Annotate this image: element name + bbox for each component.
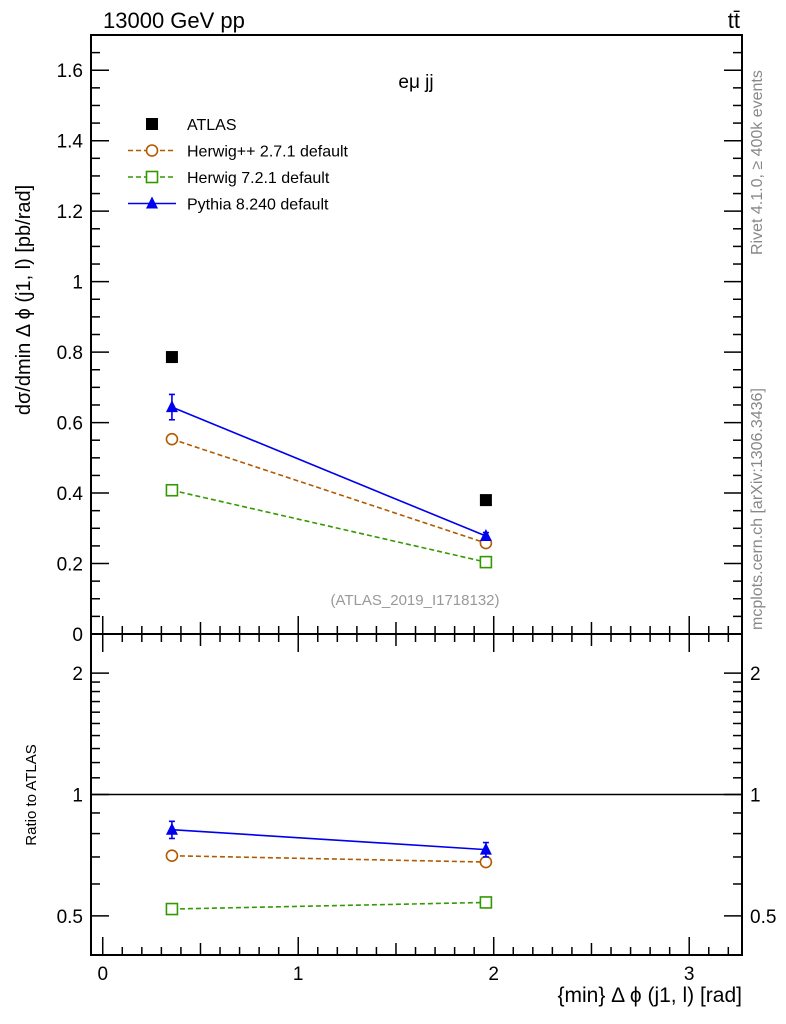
header-right: tt̄ — [728, 8, 740, 33]
x-axis-label: {min} Δ ϕ (j1, l) [rad] — [557, 984, 742, 1007]
main-herwig-line — [171, 489, 487, 563]
main-pythia-line — [171, 406, 487, 537]
ratio-herwig-line — [171, 901, 486, 910]
legend-label: Pythia 8.240 default — [187, 197, 329, 214]
legend-marker — [146, 196, 158, 209]
ratio-pythia-point — [165, 822, 178, 835]
ratio-y-tick-label: 0.5 — [57, 907, 83, 928]
legend-entry: Herwig++ 2.7.1 default — [128, 144, 349, 161]
legend-marker — [145, 144, 159, 157]
side-label-top: Rivet 4.1.0, ≥ 400k events — [749, 70, 766, 255]
ratio-pythia-point — [479, 842, 492, 855]
header-left: 13000 GeV pp — [103, 8, 245, 33]
legend-label: Herwig 7.2.1 default — [187, 170, 330, 187]
main-herwig-point — [479, 555, 493, 569]
legend-label: Herwig++ 2.7.1 default — [187, 144, 349, 161]
legend-marker — [146, 118, 158, 130]
y-tick-label: 0.6 — [57, 414, 83, 435]
legend: ATLAS Herwig++ 2.7.1 default Herwig 7.2.1 … — [128, 117, 349, 214]
x-tick-label: 2 — [488, 964, 499, 985]
y-tick-label: 1.4 — [57, 132, 84, 153]
legend-entry: Herwig 7.2.1 default — [128, 170, 330, 187]
x-tick-label: 1 — [293, 964, 304, 985]
ratio-y-axis-label: Ratio to ATLAS — [23, 744, 40, 845]
y-tick-label: 1.6 — [57, 61, 83, 82]
y-tick-label: 0.8 — [57, 343, 83, 364]
ratio-pythia-line — [171, 828, 486, 851]
plot-title: eμ jj — [398, 72, 433, 93]
y-axis-label: dσ/dmin Δ ϕ (j1, l) [pb/rad] — [13, 185, 35, 415]
main-herwig-point — [165, 483, 179, 497]
y-tick-label: 1.2 — [57, 202, 83, 223]
annotation: (ATLAS_2019_I1718132) — [330, 592, 499, 609]
main-herwig-point — [165, 432, 179, 446]
y-tick-label: 0.2 — [57, 555, 83, 576]
main-atlas-point — [479, 494, 492, 507]
main-pythia-point — [479, 529, 492, 542]
y-tick-label: 0 — [72, 625, 83, 646]
ratio-herwig-point — [165, 902, 179, 916]
ratio-herwig-point — [479, 855, 493, 869]
main-atlas-point — [165, 351, 178, 364]
side-label-bottom: mcplots.cern.ch [arXiv:1306.3436] — [749, 388, 766, 630]
y-tick-label: 0.4 — [57, 484, 84, 505]
ratio-y-tick-label: 0.5 — [750, 907, 776, 928]
ratio-herwig-line — [171, 854, 486, 863]
x-tick-label: 3 — [684, 964, 695, 985]
legend-label: ATLAS — [187, 117, 237, 134]
legend-marker — [145, 170, 159, 184]
main-herwig-line — [171, 438, 487, 544]
legend-entry: ATLAS — [146, 117, 237, 134]
ratio-frame — [90, 633, 743, 956]
x-tick-label: 0 — [97, 964, 108, 985]
ratio-y-tick-label: 2 — [72, 664, 83, 685]
main-pythia-point — [165, 400, 178, 413]
ratio-herwig-point — [479, 896, 493, 909]
y-tick-label: 1 — [72, 273, 83, 294]
ratio-y-tick-label: 1 — [72, 786, 83, 807]
y-axis-label-text: dσ/dmin Δ ϕ (j1, l) [pb/rad] — [13, 185, 35, 415]
ratio-herwig-point — [165, 849, 179, 863]
marks: 0 0.2 0.4 0.6 0.8 1 1.2 1.4 1.6 0 1 2 3 0.5 0.5 1 1 2 2 — [57, 34, 776, 985]
ratio-y-tick-label: 1 — [750, 786, 761, 807]
legend-entry: Pythia 8.240 default — [128, 196, 329, 214]
ratio-y-tick-label: 2 — [750, 664, 761, 685]
